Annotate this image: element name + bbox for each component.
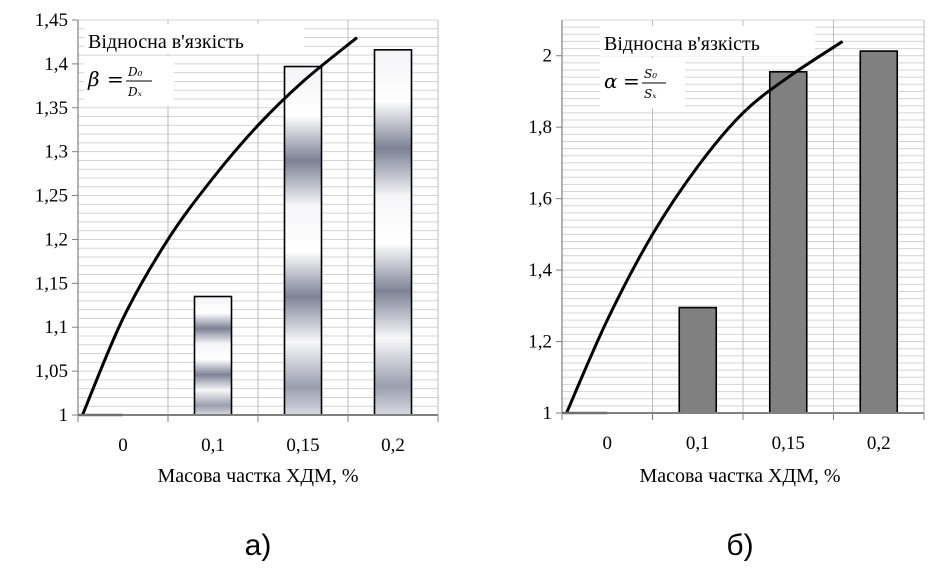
chart-b-formula-num: S₀	[644, 67, 657, 81]
chart-b: 1 1,2 1,4 1,6 1,8 2 0 0,1 0,15 0,2 Відносна в'яз…	[528, 19, 925, 562]
chart-b-x-tick-label: 0,15	[772, 433, 805, 454]
chart-b-trend	[565, 40, 844, 414]
chart-a-panel-label: а)	[245, 529, 272, 562]
chart-a-formula-lhs: β	[87, 67, 100, 91]
chart-b-bars	[678, 50, 899, 414]
chart-a-bar	[373, 49, 413, 416]
chart-b-x-axis-label: Масова частка ХДМ, %	[640, 465, 841, 487]
chart-a-bars	[193, 49, 413, 416]
chart-a-y-tick-label: 1,15	[35, 273, 68, 294]
chart-a-annotation-bg	[84, 24, 304, 54]
chart-a-trend-line	[81, 36, 358, 416]
chart-a-y-tick-label: 1,3	[44, 142, 68, 163]
chart-a-y-ticks: 1 1,05 1,1 1,15 1,2 1,25 1,3 1,35 1,4 1,45	[35, 10, 78, 426]
chart-b-x-tick-label: 0,1	[686, 433, 710, 454]
chart-a-x-tick-label: 0,2	[381, 435, 405, 456]
chart-b-formula-den: Sₓ	[644, 87, 657, 101]
chart-a-y-tick-label: 1	[59, 405, 69, 426]
chart-b-x-tick-label: 0	[603, 433, 613, 454]
chart-a-x-tick-label: 0,1	[201, 435, 225, 456]
chart-b-x-tick-label: 0,2	[867, 433, 891, 454]
chart-b-trend-line	[565, 40, 844, 414]
chart-b-y-tick-label: 2	[543, 46, 553, 67]
chart-a-y-tick-label: 1,05	[35, 361, 68, 382]
chart-a-y-tick-label: 1,1	[44, 317, 68, 338]
chart-a-bar	[193, 295, 233, 416]
chart-a-bar	[283, 65, 323, 416]
chart-a-x-axis-label: Масова частка ХДМ, %	[158, 465, 359, 487]
chart-b-bar	[678, 306, 718, 414]
chart-a-formula-num: D₀	[127, 65, 143, 79]
chart-a-y-tick-label: 1,4	[44, 54, 68, 75]
chart-b-y-ticks: 1 1,2 1,4 1,6 1,8 2	[528, 46, 562, 424]
chart-b-annotation-bg	[600, 26, 815, 56]
chart-b-y-tick-label: 1	[543, 403, 553, 424]
chart-b-annotation: Відносна в'язкість	[604, 33, 760, 55]
chart-a-formula-den: Dₓ	[127, 85, 143, 99]
chart-a-annotation: Відносна в'язкість	[88, 31, 244, 53]
chart-a-x-tick-label: 0	[118, 435, 128, 456]
chart-a-trend	[81, 36, 358, 416]
chart-a-x-ticks: 0 0,1 0,15 0,2	[77, 415, 439, 456]
chart-b-panel-label: б)	[726, 529, 753, 562]
chart-a-y-tick-label: 1,45	[35, 10, 68, 31]
chart-b-x-ticks: 0 0,1 0,15 0,2	[561, 413, 925, 454]
chart-b-formula: α = S₀ Sₓ	[604, 67, 666, 101]
chart-a-x-tick-label: 0,15	[286, 435, 319, 456]
chart-b-y-tick-label: 1,8	[528, 117, 552, 138]
chart-a-formula: β = D₀ Dₓ	[87, 65, 152, 99]
chart-b-bar	[768, 71, 808, 414]
chart-b-formula-lhs: α	[604, 69, 618, 93]
chart-b-y-tick-label: 1,4	[528, 260, 552, 281]
chart-b-y-tick-label: 1,6	[528, 189, 552, 210]
chart-b-y-tick-label: 1,2	[528, 332, 552, 353]
chart-a-y-tick-label: 1,35	[35, 98, 68, 119]
chart-a-y-tick-label: 1,2	[44, 229, 68, 250]
chart-b-bar	[859, 50, 899, 414]
chart-b-formula-eq: =	[623, 69, 640, 93]
chart-a-formula-eq: =	[107, 67, 124, 91]
chart-a: 1 1,05 1,1 1,15 1,2 1,25 1,3 1,35 1,4 1,45 0 0,1 0,…	[35, 10, 439, 562]
chart-a-y-tick-label: 1,25	[35, 186, 68, 207]
